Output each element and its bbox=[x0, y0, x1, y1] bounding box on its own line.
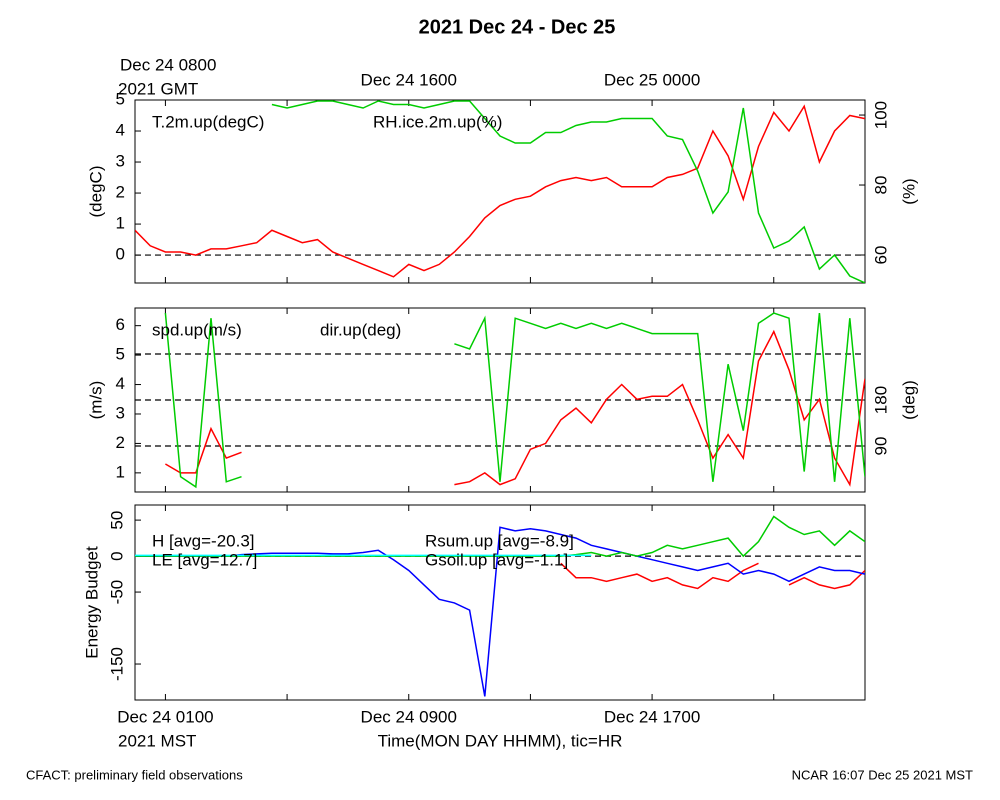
y-axis-label: (m/s) bbox=[86, 381, 105, 420]
y-tick-label: -150 bbox=[107, 647, 126, 681]
legend-entry: dir.up(deg) bbox=[320, 320, 401, 339]
y2-tick-label: 90 bbox=[871, 437, 890, 456]
x2-tick-label: Dec 24 1600 bbox=[361, 70, 457, 89]
footer-left: CFACT: preliminary field observations bbox=[26, 767, 243, 782]
plot-area bbox=[135, 515, 865, 697]
y-tick-label: 5 bbox=[116, 345, 125, 364]
series-line bbox=[164, 312, 865, 489]
y2-axis-label: (deg) bbox=[899, 380, 918, 420]
y-tick-label: 3 bbox=[116, 152, 125, 171]
y-tick-label: 4 bbox=[116, 374, 125, 393]
y-tick-label: -50 bbox=[107, 580, 126, 605]
x2-tick-label: Dec 24 0800 bbox=[120, 55, 216, 74]
y-tick-label: 0 bbox=[116, 245, 125, 264]
y-tick-label: 50 bbox=[107, 511, 126, 530]
y2-tick-label: 80 bbox=[871, 176, 890, 195]
y2-tick-label: 60 bbox=[871, 246, 890, 265]
x-tick-label: Dec 24 0100 bbox=[117, 707, 213, 726]
plot-area bbox=[164, 312, 865, 489]
series-line bbox=[135, 526, 865, 697]
y-tick-label: 3 bbox=[116, 403, 125, 422]
legend-entry: Gsoil.up [avg=-1.1] bbox=[425, 550, 568, 569]
x2-sublabel: 2021 GMT bbox=[118, 79, 198, 98]
y-tick-label: 1 bbox=[116, 462, 125, 481]
legend-entry: RH.ice.2m.up(%) bbox=[373, 112, 502, 131]
legend-entry: Rsum.up [avg=-8.9] bbox=[425, 531, 574, 550]
y2-tick-label: 180 bbox=[871, 386, 890, 414]
series-line bbox=[560, 562, 865, 590]
y-tick-label: 1 bbox=[116, 214, 125, 233]
footer-right: NCAR 16:07 Dec 25 2021 MST bbox=[792, 767, 973, 782]
y-tick-label: 0 bbox=[107, 551, 126, 560]
chart-title: 2021 Dec 24 - Dec 25 bbox=[419, 16, 616, 38]
legend-entry: T.2m.up(degC) bbox=[152, 112, 264, 131]
panel-frame bbox=[134, 99, 866, 284]
y-tick-label: 5 bbox=[116, 89, 125, 108]
plot-area bbox=[135, 100, 865, 283]
y2-axis-label: (%) bbox=[899, 178, 918, 204]
y-axis-label: (degC) bbox=[86, 166, 105, 218]
y-tick-label: 4 bbox=[116, 121, 125, 140]
x-sublabel: 2021 MST bbox=[118, 731, 196, 750]
x2-tick-label: Dec 25 0000 bbox=[604, 70, 700, 89]
y-tick-label: 2 bbox=[116, 183, 125, 202]
series-line bbox=[135, 104, 865, 278]
legend-entry: H [avg=-20.3] bbox=[152, 531, 255, 550]
panel-frame bbox=[134, 504, 866, 701]
x-tick-label: Dec 24 0900 bbox=[361, 707, 457, 726]
y-tick-label: 6 bbox=[116, 315, 125, 334]
y-tick-label: 2 bbox=[116, 433, 125, 452]
series-line bbox=[271, 100, 865, 283]
legend-entry: spd.up(m/s) bbox=[152, 320, 242, 339]
y-axis-label: Energy Budget bbox=[82, 546, 101, 659]
x-axis-label: Time(MON DAY HHMM), tic=HR bbox=[378, 731, 623, 750]
y2-tick-label: 100 bbox=[871, 101, 890, 129]
legend-entry: LE [avg=12.7] bbox=[152, 550, 257, 569]
x-tick-label: Dec 24 1700 bbox=[604, 707, 700, 726]
